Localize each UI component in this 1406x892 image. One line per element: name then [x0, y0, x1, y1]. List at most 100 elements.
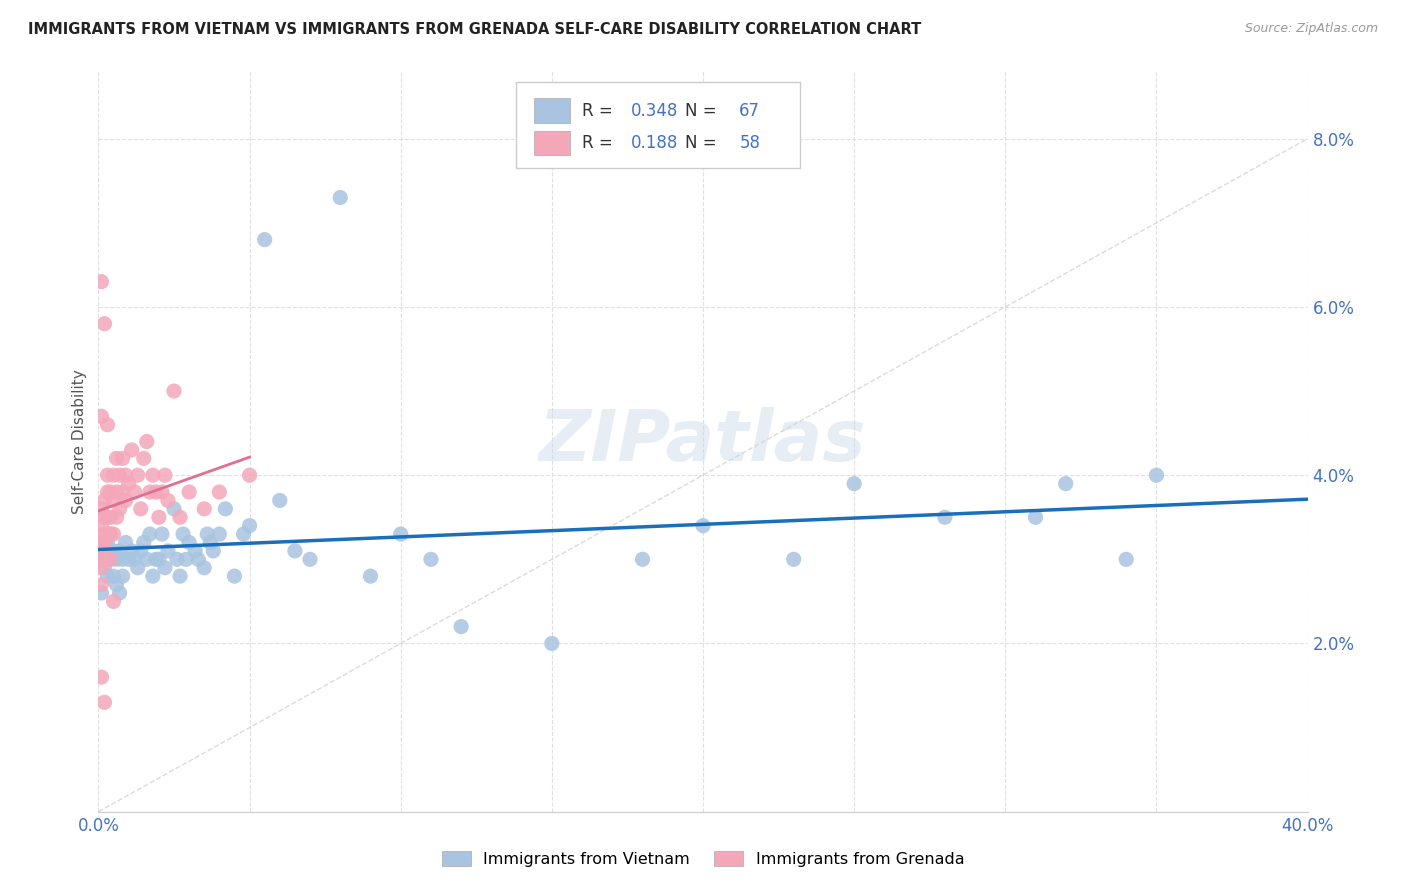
- Text: R =: R =: [582, 134, 619, 153]
- Point: [150, 485, 173, 500]
- Point: [135, 552, 157, 566]
- Point: [93, 527, 115, 541]
- Point: [90, 409, 112, 424]
- Point: [360, 569, 382, 583]
- Point: [96, 510, 118, 524]
- Point: [132, 535, 155, 549]
- Point: [127, 560, 149, 574]
- Point: [114, 535, 136, 549]
- Point: [166, 552, 188, 566]
- Point: [124, 485, 146, 500]
- Point: [96, 468, 118, 483]
- Point: [208, 527, 231, 541]
- Point: [105, 510, 128, 524]
- Point: [1024, 510, 1046, 524]
- Point: [118, 552, 141, 566]
- Point: [132, 451, 155, 466]
- Legend: Immigrants from Vietnam, Immigrants from Grenada: Immigrants from Vietnam, Immigrants from…: [434, 843, 972, 875]
- Point: [96, 417, 118, 432]
- Point: [156, 544, 179, 558]
- Point: [129, 544, 152, 558]
- Point: [108, 586, 131, 600]
- Point: [269, 493, 291, 508]
- Point: [148, 552, 170, 566]
- Point: [129, 501, 152, 516]
- Point: [103, 493, 125, 508]
- Point: [105, 552, 128, 566]
- Text: N =: N =: [685, 102, 721, 120]
- FancyBboxPatch shape: [534, 98, 569, 123]
- Point: [96, 569, 118, 583]
- Point: [142, 468, 165, 483]
- Point: [239, 468, 262, 483]
- Point: [111, 485, 134, 500]
- Point: [156, 493, 179, 508]
- Text: 0.348: 0.348: [630, 102, 678, 120]
- FancyBboxPatch shape: [534, 131, 569, 155]
- Point: [145, 485, 167, 500]
- Point: [142, 569, 165, 583]
- Point: [111, 569, 134, 583]
- Point: [239, 518, 262, 533]
- Point: [93, 695, 115, 709]
- Point: [100, 527, 122, 541]
- Point: [200, 535, 222, 549]
- Point: [118, 476, 141, 491]
- Text: ZIPatlas: ZIPatlas: [540, 407, 866, 476]
- Text: Source: ZipAtlas.com: Source: ZipAtlas.com: [1244, 22, 1378, 36]
- Point: [179, 535, 201, 549]
- Point: [299, 552, 322, 566]
- Point: [934, 510, 956, 524]
- Point: [100, 552, 122, 566]
- Point: [111, 552, 134, 566]
- Point: [450, 619, 472, 633]
- Point: [96, 485, 118, 500]
- Point: [103, 569, 125, 583]
- Point: [329, 190, 352, 204]
- Point: [93, 544, 115, 558]
- Point: [103, 594, 125, 608]
- Text: 0.188: 0.188: [630, 134, 678, 153]
- Point: [90, 552, 112, 566]
- Point: [253, 233, 276, 247]
- Point: [121, 544, 143, 558]
- Point: [692, 518, 714, 533]
- Point: [153, 560, 176, 574]
- Point: [90, 586, 112, 600]
- Point: [103, 468, 125, 483]
- Point: [124, 552, 146, 566]
- Point: [93, 510, 115, 524]
- Point: [90, 560, 112, 574]
- Point: [108, 544, 131, 558]
- Point: [284, 544, 307, 558]
- Point: [105, 451, 128, 466]
- Point: [224, 569, 246, 583]
- Point: [193, 560, 215, 574]
- Point: [100, 510, 122, 524]
- Text: N =: N =: [685, 134, 721, 153]
- Text: R =: R =: [582, 102, 619, 120]
- Point: [111, 451, 134, 466]
- Point: [169, 569, 191, 583]
- Point: [93, 535, 115, 549]
- Point: [208, 485, 231, 500]
- Point: [232, 527, 254, 541]
- Point: [105, 577, 128, 591]
- Point: [90, 535, 112, 549]
- Point: [103, 544, 125, 558]
- Point: [163, 384, 186, 398]
- Point: [540, 636, 562, 650]
- Point: [139, 527, 162, 541]
- Point: [145, 552, 167, 566]
- Point: [139, 485, 162, 500]
- Point: [1054, 476, 1077, 491]
- Point: [150, 527, 173, 541]
- Point: [93, 493, 115, 508]
- Point: [93, 560, 115, 574]
- Point: [127, 468, 149, 483]
- FancyBboxPatch shape: [516, 82, 800, 168]
- Y-axis label: Self-Care Disability: Self-Care Disability: [72, 369, 87, 514]
- Point: [96, 535, 118, 549]
- Point: [389, 527, 412, 541]
- Point: [148, 510, 170, 524]
